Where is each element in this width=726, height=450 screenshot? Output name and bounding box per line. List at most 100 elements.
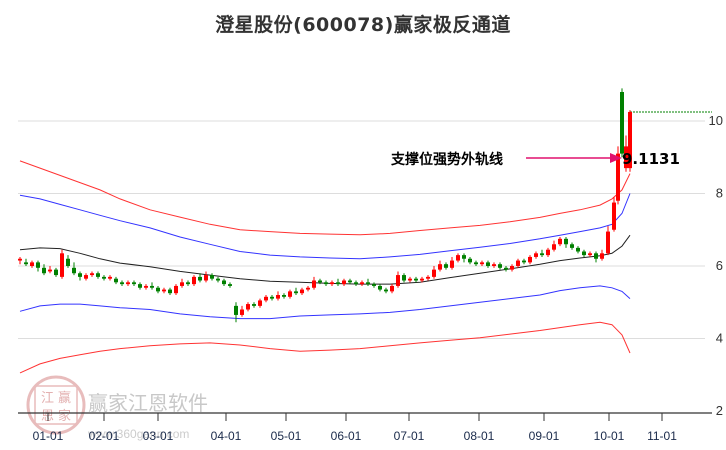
candle (162, 287, 166, 294)
svg-text:赢: 赢 (58, 390, 71, 406)
candle (336, 278, 340, 286)
candle (84, 273, 88, 281)
candle (246, 302, 250, 312)
candle (366, 278, 370, 286)
candle (144, 284, 148, 290)
candle (600, 249, 604, 261)
candle (66, 255, 70, 268)
candle (408, 276, 412, 283)
candle (180, 278, 184, 288)
candle (306, 285, 310, 292)
channel-bands (19, 111, 712, 374)
y-tick-label: 2 (716, 403, 723, 418)
candle (228, 282, 232, 288)
candle (96, 271, 100, 279)
candle (534, 251, 538, 259)
candle (540, 249, 544, 257)
candle (192, 275, 196, 286)
candle (18, 256, 22, 265)
candle (330, 280, 334, 286)
candle (516, 258, 520, 268)
candle (72, 262, 76, 276)
candle (132, 280, 136, 286)
candle (360, 280, 364, 286)
candle (90, 271, 94, 277)
candle (628, 110, 632, 172)
candle (42, 264, 46, 276)
candle (552, 240, 556, 252)
arrow-right-icon (610, 153, 622, 163)
y-tick-label: 6 (716, 258, 723, 273)
candle (270, 295, 274, 301)
candle (174, 284, 178, 295)
candle (126, 280, 130, 286)
candle (312, 276, 316, 290)
support-annotation: 支撑位强势外轨线 9.1131 (390, 150, 680, 168)
candle (252, 302, 256, 308)
candle (216, 276, 220, 283)
candle (156, 285, 160, 294)
candle (258, 298, 262, 308)
candle (438, 260, 442, 272)
candle (384, 287, 388, 294)
chart-title: 澄星股份(600078)赢家极反通道 (215, 14, 511, 36)
candle (324, 280, 328, 286)
candle (222, 278, 226, 286)
candle (432, 266, 436, 279)
candle (396, 271, 400, 288)
candle (234, 302, 238, 323)
svg-text:江: 江 (41, 391, 54, 406)
x-tick-label: 07-01 (394, 429, 425, 443)
candle (480, 260, 484, 266)
candle (450, 256, 454, 270)
candle (522, 258, 526, 265)
candle (498, 262, 502, 270)
candle (78, 271, 82, 281)
candle (150, 282, 154, 290)
candle (294, 287, 298, 295)
candle (354, 280, 358, 286)
x-tick-label: 09-01 (529, 429, 560, 443)
candle (570, 242, 574, 250)
candle (342, 278, 346, 286)
x-tick-label: 11-01 (647, 429, 677, 443)
candle (210, 273, 214, 281)
candle (510, 264, 514, 272)
y-tick-label: 10 (709, 113, 723, 128)
candle (288, 289, 292, 299)
candle (564, 237, 568, 248)
candle (624, 135, 628, 172)
x-tick-label: 01-01 (33, 429, 64, 443)
candle (588, 251, 592, 257)
watermark-brand: 赢家江恩软件 (88, 391, 208, 415)
x-tick-label: 03-01 (143, 429, 174, 443)
candle (486, 260, 490, 268)
candle (546, 247, 550, 257)
annotation-value: 9.1131 (622, 150, 680, 168)
candle (558, 237, 562, 247)
x-tick-label: 05-01 (271, 429, 302, 443)
candlesticks (18, 88, 632, 323)
candle (204, 271, 208, 283)
outer-lower-line (19, 321, 631, 374)
candle (468, 256, 472, 265)
candle (24, 258, 28, 266)
candle (474, 260, 478, 266)
candle (456, 253, 460, 263)
candle (36, 260, 40, 272)
x-tick-label: 02-01 (89, 429, 120, 443)
candle (30, 260, 34, 268)
inner-upper-line (19, 193, 631, 260)
candle (492, 262, 496, 268)
candle (348, 278, 352, 285)
candle (616, 146, 620, 205)
watermark-seal-icon: 江 赢 恩 家 (26, 375, 86, 435)
candle (606, 226, 610, 256)
candle (594, 251, 598, 263)
candle (108, 275, 112, 281)
middle-line (19, 234, 631, 285)
candle (54, 267, 58, 277)
candle (198, 273, 202, 283)
candle (504, 266, 508, 272)
